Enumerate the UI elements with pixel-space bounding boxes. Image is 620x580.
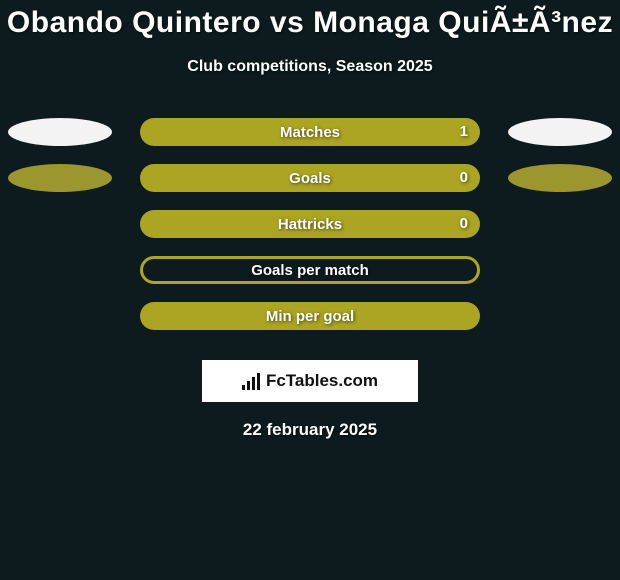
stat-row: Goals 0 [0,164,620,210]
date: 22 february 2025 [0,420,620,440]
stat-row: Matches 1 [0,118,620,164]
barchart-icon [242,372,260,390]
stat-right-value: 1 [460,118,468,146]
logo-box: FcTables.com [202,360,418,402]
stat-bar: Goals 0 [140,164,480,192]
left-pill [8,164,112,192]
stat-bar: Goals per match [140,256,480,284]
stat-bar: Matches 1 [140,118,480,146]
stat-row: Goals per match [0,256,620,302]
subtitle: Club competitions, Season 2025 [0,58,620,76]
stat-rows: Matches 1 Goals 0 Hattricks 0 Goals per match M… [0,118,620,348]
stat-label: Matches [280,124,340,141]
right-pill [508,118,612,146]
stat-label: Min per goal [266,308,354,325]
stat-row: Min per goal [0,302,620,348]
stat-label: Goals per match [251,262,369,279]
stat-label: Hattricks [278,216,342,233]
stat-right-value: 0 [460,210,468,238]
page-title: Obando Quintero vs Monaga QuiÃ±Ã³nez [0,0,620,40]
stat-bar: Hattricks 0 [140,210,480,238]
right-pill [508,164,612,192]
stat-label: Goals [289,170,331,187]
logo: FcTables.com [242,371,378,391]
left-pill [8,118,112,146]
stat-bar: Min per goal [140,302,480,330]
logo-text: FcTables.com [266,371,378,391]
stat-row: Hattricks 0 [0,210,620,256]
stat-right-value: 0 [460,164,468,192]
